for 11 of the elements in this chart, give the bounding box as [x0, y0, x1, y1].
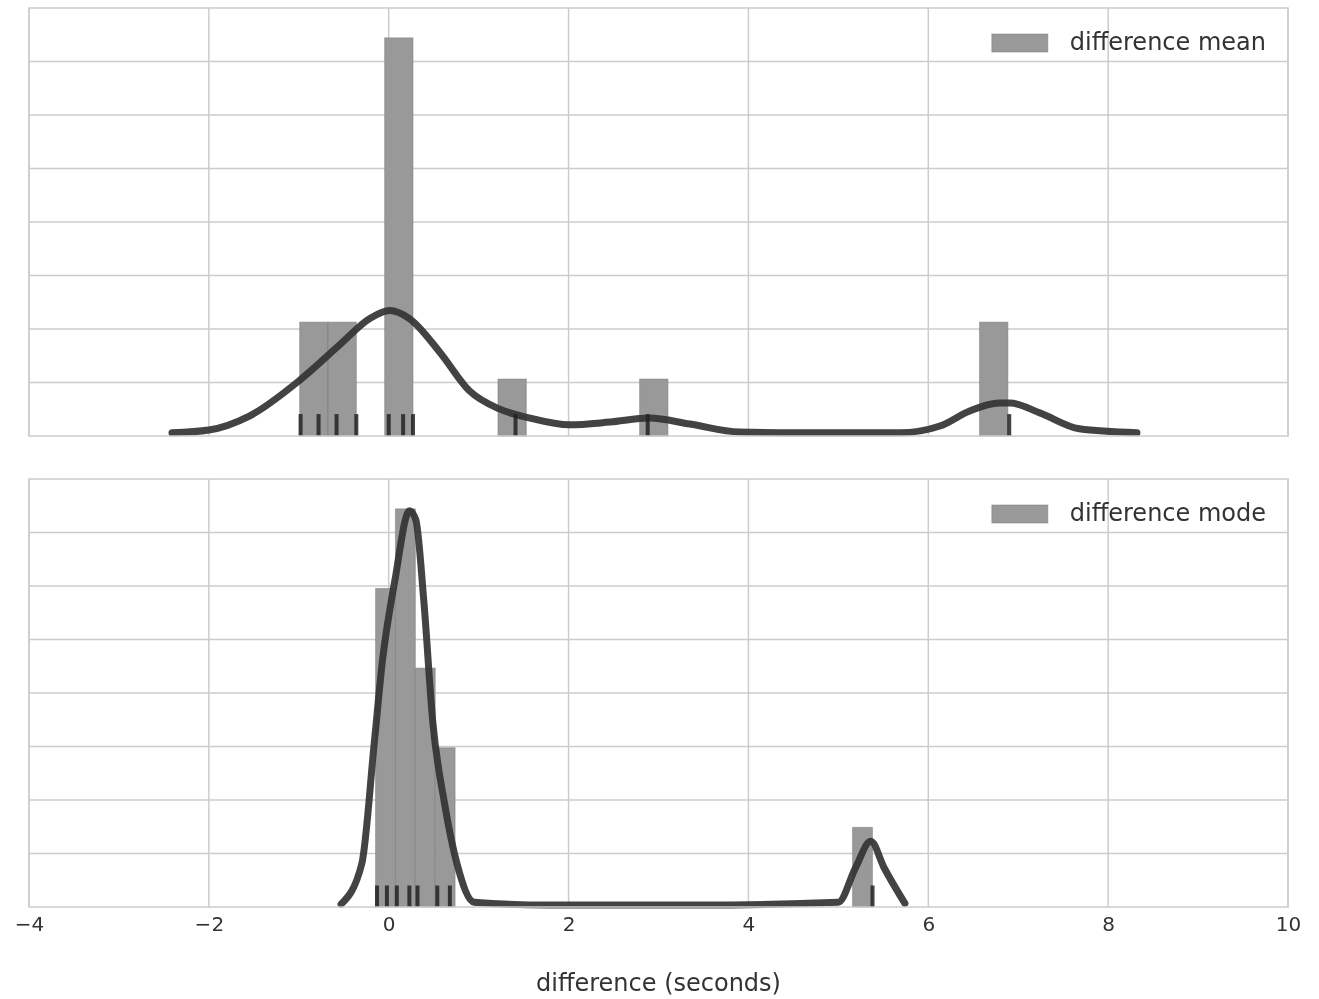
- x-tick-label: 2: [562, 912, 576, 937]
- x-tick-label: 6: [922, 912, 936, 937]
- x-tick-label: −4: [14, 912, 45, 937]
- x-axis-title: difference (seconds): [536, 969, 781, 997]
- x-tick-label: 0: [382, 912, 396, 937]
- x-tick-label: 4: [742, 912, 756, 937]
- x-tick-label: 10: [1275, 912, 1302, 937]
- legend-label: difference mode: [1069, 499, 1266, 527]
- x-tick-label: 8: [1102, 912, 1116, 937]
- legend-label: difference mean: [1069, 28, 1266, 56]
- x-tick-label: −2: [194, 912, 225, 937]
